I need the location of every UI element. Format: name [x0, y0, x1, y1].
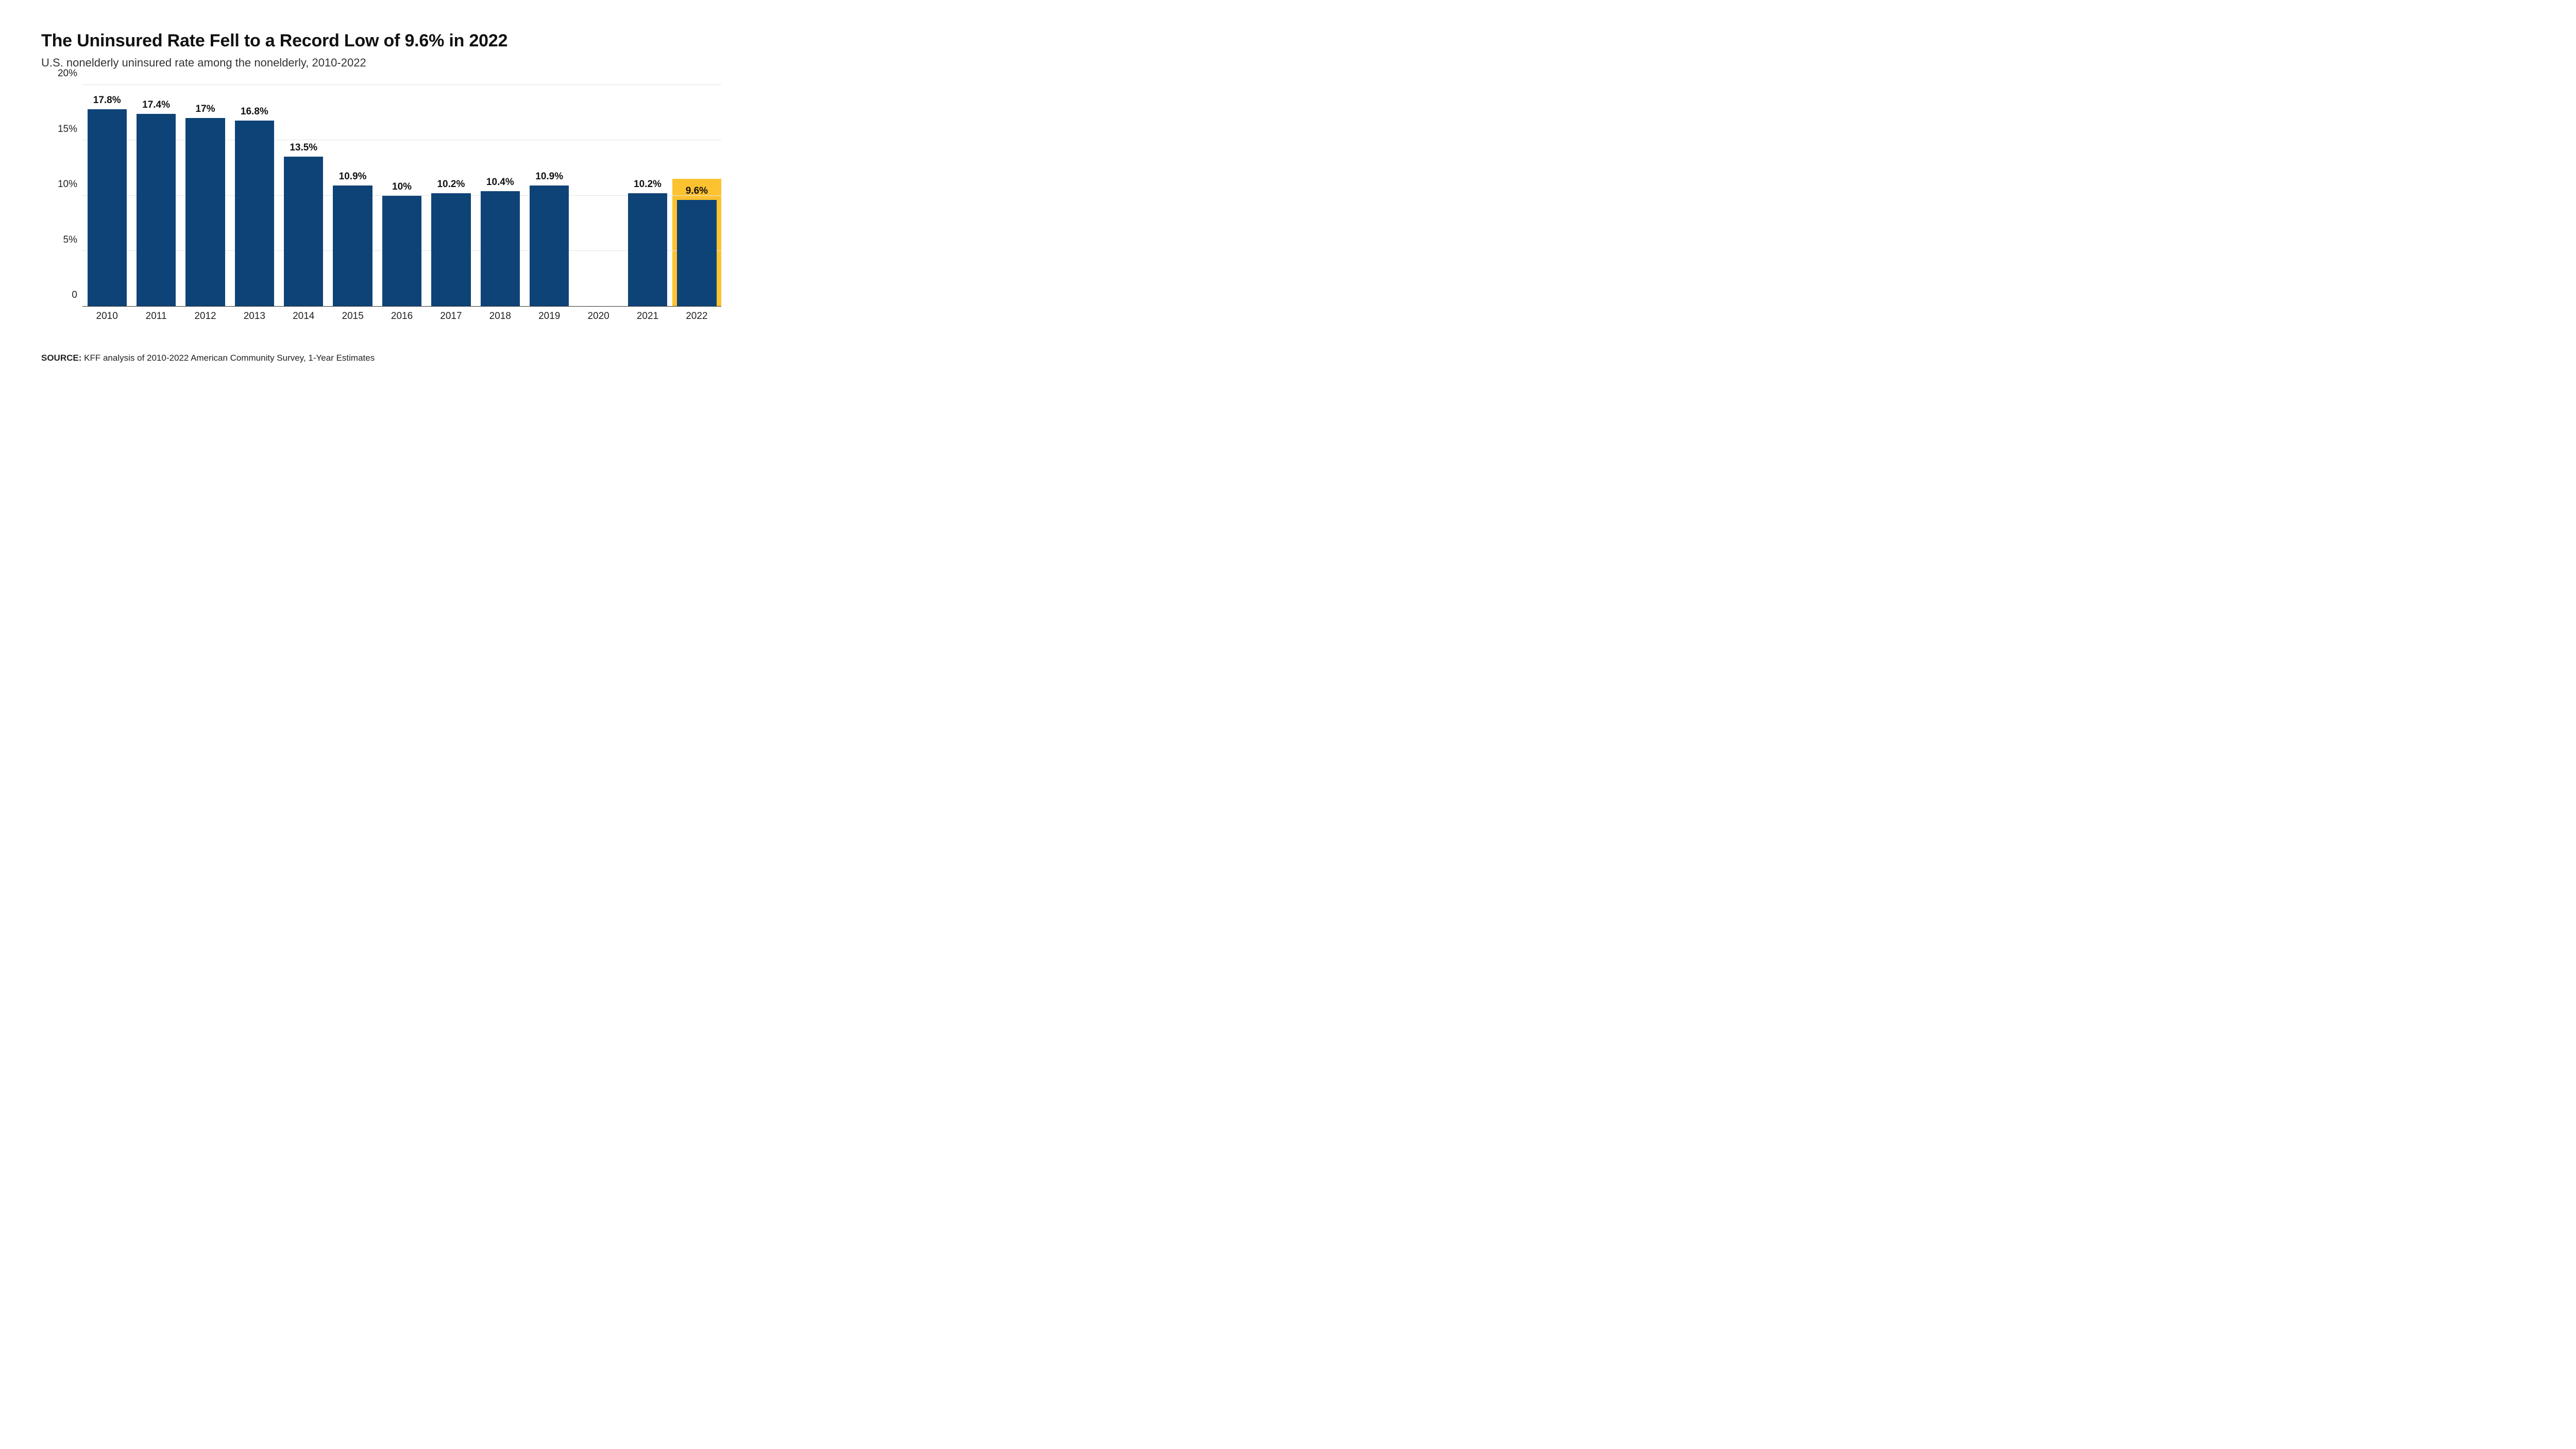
- bar-slot: 10.2%: [427, 85, 476, 306]
- bar-slot: 17%: [181, 85, 230, 306]
- x-axis-label: 2020: [574, 307, 623, 327]
- bar: 17%: [185, 118, 225, 306]
- bar: 13.5%: [284, 157, 323, 306]
- bar: 9.6%: [677, 200, 716, 306]
- y-axis-label: 10%: [46, 179, 77, 190]
- bar: 10.2%: [431, 193, 470, 306]
- bar-value-label: 17.8%: [93, 95, 121, 106]
- chart-subtitle: U.S. nonelderly uninsured rate among the…: [41, 56, 721, 70]
- x-axis-labels: 2010201120122013201420152016201720182019…: [82, 307, 721, 327]
- x-axis-label: 2022: [672, 307, 721, 327]
- bar-slot: 16.8%: [230, 85, 279, 306]
- source-label: SOURCE:: [41, 353, 81, 363]
- bar-value-label: 16.8%: [241, 106, 268, 117]
- bar-value-label: 10.4%: [486, 177, 514, 188]
- x-axis-label: 2016: [377, 307, 426, 327]
- plot-region: 17.8%17.4%17%16.8%13.5%10.9%10%10.2%10.4…: [82, 85, 721, 307]
- x-axis-label: 2019: [525, 307, 574, 327]
- y-axis-label: 0: [46, 290, 77, 301]
- bar-slot: 17.8%: [82, 85, 131, 306]
- bar-slot: 10.9%: [525, 85, 574, 306]
- y-axis-label: 20%: [46, 68, 77, 79]
- bar-slot: [574, 85, 623, 306]
- bar-value-label: 10.2%: [634, 179, 662, 190]
- source-text: KFF analysis of 2010-2022 American Commu…: [84, 353, 375, 363]
- bar-value-label: 9.6%: [686, 186, 708, 197]
- y-axis-label: 5%: [46, 234, 77, 246]
- chart-canvas: The Uninsured Rate Fell to a Record Low …: [0, 0, 762, 429]
- bar: 16.8%: [235, 121, 274, 306]
- bar: 10.9%: [333, 186, 372, 306]
- x-axis-label: 2021: [623, 307, 672, 327]
- x-axis-label: 2013: [230, 307, 279, 327]
- bar: 17.4%: [137, 114, 176, 306]
- bar-value-label: 17%: [195, 104, 215, 115]
- bar-value-label: 10.2%: [437, 179, 465, 190]
- bar-slot: 10%: [377, 85, 426, 306]
- bar-value-label: 13.5%: [290, 142, 317, 154]
- x-axis-label: 2011: [131, 307, 180, 327]
- bar-slot: 10.9%: [328, 85, 377, 306]
- bar-slot: 17.4%: [131, 85, 180, 306]
- bar-slot: 13.5%: [279, 85, 328, 306]
- x-axis-label: 2014: [279, 307, 328, 327]
- bar: 17.8%: [88, 109, 127, 306]
- bar: 10.9%: [530, 186, 569, 306]
- bar-value-label: 17.4%: [142, 99, 170, 111]
- bar: 10%: [382, 196, 421, 307]
- bar-value-label: 10%: [392, 181, 412, 193]
- x-axis-label: 2018: [476, 307, 524, 327]
- bar-value-label: 10.9%: [339, 171, 367, 182]
- bar-value-label: 10.9%: [535, 171, 563, 182]
- x-axis-label: 2015: [328, 307, 377, 327]
- bar-slot: 10.4%: [476, 85, 524, 306]
- x-axis-label: 2010: [82, 307, 131, 327]
- bar-slot: 9.6%: [672, 85, 721, 306]
- chart-area: 17.8%17.4%17%16.8%13.5%10.9%10%10.2%10.4…: [46, 85, 721, 327]
- source-line: SOURCE: KFF analysis of 2010-2022 Americ…: [41, 353, 721, 363]
- bar: 10.2%: [628, 193, 667, 306]
- bars-container: 17.8%17.4%17%16.8%13.5%10.9%10%10.2%10.4…: [82, 85, 721, 306]
- chart-title: The Uninsured Rate Fell to a Record Low …: [41, 31, 721, 51]
- bar: 10.4%: [481, 191, 520, 306]
- bar-slot: 10.2%: [623, 85, 672, 306]
- x-axis-label: 2012: [181, 307, 230, 327]
- y-axis-label: 15%: [46, 124, 77, 135]
- x-axis-label: 2017: [427, 307, 476, 327]
